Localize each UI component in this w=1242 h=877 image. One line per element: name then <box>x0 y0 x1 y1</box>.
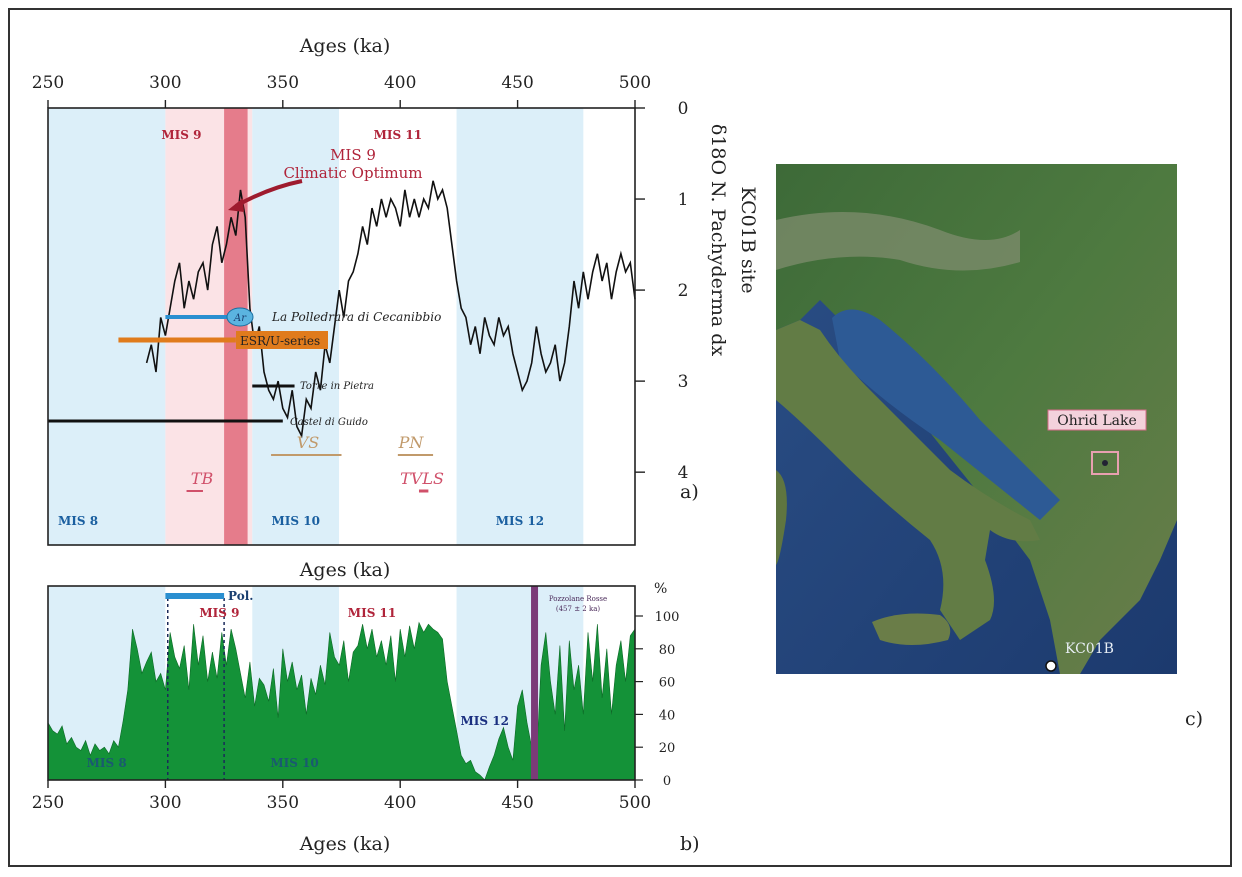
optimum-arrow-head <box>228 198 244 212</box>
map-sardinia <box>776 470 787 565</box>
panel-b-y-ticks: 0 20 40 60 80 100 <box>635 610 679 789</box>
kc01b-label: KC01B <box>1065 641 1114 657</box>
figure-frame <box>8 8 1232 867</box>
panel-b-label: b) <box>680 833 700 855</box>
ar-label: Ar <box>233 313 247 324</box>
mis-band-mis-12 <box>456 108 584 545</box>
panel-a-y-ticks: 0 1 2 3 4 <box>635 99 688 483</box>
b-x-tick-label: 300 <box>149 793 181 813</box>
map-sicily <box>872 613 951 645</box>
castel-label: Castel di Guido <box>290 417 368 428</box>
esr-label: ESR/U-series <box>240 334 320 348</box>
panel-a-mis-labels: MIS 8 MIS 9 MIS 10 MIS 11 MIS 12 <box>58 128 544 528</box>
kc01b-marker <box>1045 660 1057 672</box>
esr-label-box <box>236 331 328 349</box>
ar-marker <box>226 307 254 327</box>
mis-band-mis-11 <box>339 108 457 545</box>
a-x-tick-label: 400 <box>384 73 416 93</box>
b-x-tick-label: 500 <box>619 793 651 813</box>
panel-b-y-axis-title: % <box>654 581 667 597</box>
b-y-tick-label: 40 <box>659 708 676 723</box>
panel-a-y-axis-title-2: δ18O N. Pachyderma dx <box>707 124 729 357</box>
b-y-tick-label: 80 <box>659 643 676 658</box>
pol-label: Pol. <box>228 589 253 603</box>
a-x-tick-label: 350 <box>267 73 299 93</box>
map-adriatic <box>832 309 1060 520</box>
b-y-tick-label: 60 <box>659 676 676 691</box>
pol-bar <box>165 593 225 599</box>
a-y-tick-label: 0 <box>678 99 689 119</box>
pozzolane-rosse-marker <box>531 586 539 780</box>
b-x-tick-label: 450 <box>501 793 533 813</box>
b-mis-label-mis-12: MIS 12 <box>461 714 509 728</box>
a-x-tick-label: 300 <box>149 73 181 93</box>
a-x-tick-label: 500 <box>619 73 651 93</box>
panel-a-label: a) <box>680 481 699 503</box>
panel-b-top-axis-title: Ages (ka) <box>299 559 391 581</box>
panel-c-label: c) <box>1185 708 1203 730</box>
a-y-tick-label: 2 <box>678 281 689 301</box>
map-italy <box>776 320 1040 640</box>
mis-band-mis-8 <box>48 108 166 545</box>
climatic-optimum-band <box>224 108 248 545</box>
panel-a-x-ticks: 250 300 350 400 450 500 <box>32 73 651 108</box>
mis-label-mis-9: MIS 9 <box>161 128 201 142</box>
pollen-percentage-area <box>47 621 636 781</box>
tb-label: TB <box>191 469 214 488</box>
polledrara-label: La Polledrara di Cecanibbio <box>271 310 441 324</box>
panel-c-map: Ohrid Lake KC01B c) <box>776 164 1203 730</box>
panel-b-mis-labels: MIS 8 MIS 9 MIS 10 MIS 11 MIS 12 <box>87 606 509 770</box>
b-y-tick-label: 100 <box>655 610 680 625</box>
b-x-tick-label: 250 <box>32 793 64 813</box>
b-x-tick-label: 400 <box>384 793 416 813</box>
mis-label-mis-8: MIS 8 <box>58 514 98 528</box>
ohrid-box <box>1091 451 1119 475</box>
site-age-ranges <box>48 315 434 493</box>
a-y-tick-label: 1 <box>678 190 689 210</box>
optimum-annotation-line-1: MIS 9 <box>330 146 376 164</box>
mis-label-mis-11: MIS 11 <box>374 128 422 142</box>
b-mis-label-mis-11: MIS 11 <box>348 606 396 620</box>
ohrid-label-box <box>1047 409 1147 431</box>
a-x-tick-label: 450 <box>501 73 533 93</box>
b-y-tick-label: 0 <box>663 774 671 789</box>
torre-label: Torre in Pietra <box>300 381 374 392</box>
panel-b: MIS 8 MIS 9 MIS 10 MIS 11 MIS 12 Pol. Pozzol… <box>32 559 700 855</box>
b-x-tick-label: 350 <box>267 793 299 813</box>
map-alps <box>776 212 1020 271</box>
a-y-tick-label: 4 <box>678 463 689 483</box>
panel-b-axes <box>47 585 636 781</box>
mis-label-mis-12: MIS 12 <box>496 514 544 528</box>
panel-a-x-axis-title: Ages (ka) <box>299 35 391 57</box>
panel-a-y-axis-title-1: KC01B site <box>737 186 759 293</box>
b-y-tick-label: 20 <box>659 741 676 756</box>
panel-b-x-ticks: 250 300 350 400 450 500 <box>32 780 651 813</box>
pozzolane-label: Pozzolane Rosse <box>549 595 607 603</box>
panel-a-mis-bands <box>48 108 584 545</box>
d18o-series-line <box>145 180 636 439</box>
ohrid-marker <box>1102 460 1108 466</box>
panel-a-axes <box>47 107 636 546</box>
b-mis-label-mis-10: MIS 10 <box>270 756 318 770</box>
a-x-tick-label: 250 <box>32 73 64 93</box>
pn-label: PN <box>398 433 425 452</box>
optimum-annotation-line-2: Climatic Optimum <box>283 164 422 182</box>
b-mis-label-mis-8: MIS 8 <box>87 756 127 770</box>
ohrid-label: Ohrid Lake <box>1057 413 1137 429</box>
vs-label: VS <box>297 433 320 452</box>
b-mis-label-mis-9: MIS 9 <box>199 606 239 620</box>
panel-b-x-axis-title: Ages (ka) <box>299 833 391 855</box>
pol-dashed-lines <box>166 598 225 780</box>
a-y-tick-label: 3 <box>678 372 689 392</box>
mis-label-mis-10: MIS 10 <box>271 514 319 528</box>
pozzolane-age: (457 ± 2 ka) <box>556 605 601 613</box>
tvls-label: TVLS <box>400 469 444 488</box>
